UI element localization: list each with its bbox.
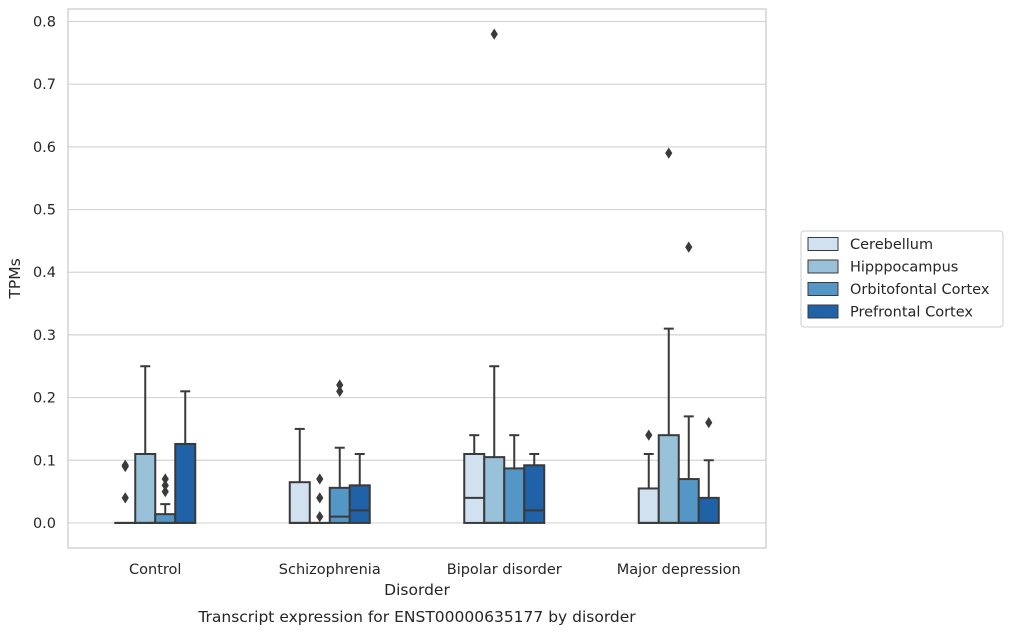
box-iqr — [463, 452, 486, 524]
y-tick-label: 0.3 — [33, 328, 56, 344]
box-iqr — [677, 478, 700, 524]
y-tick-label: 0.5 — [33, 203, 56, 219]
x-axis-label: Disorder — [384, 581, 450, 599]
outlier-point — [316, 511, 324, 523]
outlier-point — [336, 385, 344, 397]
x-tick-label: Schizophrenia — [279, 562, 381, 578]
outlier-point — [685, 241, 693, 253]
outlier-point — [665, 147, 673, 159]
outlier-point — [705, 417, 713, 429]
legend-label: Hipppocampus — [850, 260, 958, 276]
x-tick-label: Major depression — [617, 562, 741, 578]
box-iqr — [697, 496, 720, 524]
outlier-point — [316, 492, 324, 504]
chart-caption: Transcript expression for ENST0000063517… — [197, 608, 636, 626]
plot-area-frame — [67, 8, 767, 549]
box-series — [114, 28, 720, 524]
box-iqr — [523, 464, 546, 524]
box-iqr — [154, 513, 177, 524]
y-tick-label: 0.7 — [33, 77, 56, 93]
legend-swatch — [807, 282, 839, 296]
y-tick-label: 0.2 — [33, 391, 56, 407]
y-tick-labels: 0.0 0.1 0.2 0.3 0.4 0.5 0.6 0.7 0.8 — [33, 15, 56, 532]
legend-swatch — [807, 304, 839, 319]
y-tick-label: 0.6 — [33, 140, 56, 156]
box-hipppocampus — [308, 473, 331, 524]
box-iqr — [328, 486, 351, 524]
y-tick-label: 0.1 — [33, 453, 56, 469]
box-prefrontal-cortex — [174, 390, 197, 524]
box-prefrontal-cortex — [523, 452, 546, 524]
x-tick-label: Control — [129, 562, 181, 578]
box-hipppocampus — [134, 365, 157, 524]
outlier-point — [161, 479, 169, 491]
legend-label: Prefrontal Cortex — [850, 305, 973, 321]
outlier-point — [316, 473, 324, 485]
outlier-point — [161, 473, 169, 485]
box-cerebellum — [637, 429, 660, 524]
box-prefrontal-cortex — [697, 417, 720, 524]
box-cerebellum — [288, 427, 311, 524]
outlier-point — [161, 485, 169, 498]
x-tick-label: Bipolar disorder — [447, 562, 562, 578]
box-iqr — [174, 442, 197, 524]
legend-frame — [800, 230, 1004, 328]
legend-label: Cerebellum — [850, 237, 933, 253]
box-iqr — [657, 434, 680, 524]
box-orbitofontal-cortex — [328, 379, 351, 524]
y-tick-label: 0.4 — [33, 265, 56, 281]
box-cerebellum — [114, 459, 137, 524]
outlier-point — [645, 429, 653, 441]
box-iqr — [503, 467, 526, 524]
box-cerebellum — [463, 434, 486, 524]
box-orbitofontal-cortex — [503, 434, 526, 524]
outlier-point — [121, 459, 129, 471]
legend-swatch — [807, 237, 839, 251]
legend-swatch — [807, 259, 839, 274]
outlier-point — [490, 28, 498, 40]
box-iqr — [134, 452, 157, 524]
y-tick-label: 0.8 — [33, 15, 56, 31]
box-prefrontal-cortex — [348, 452, 371, 524]
box-orbitofontal-cortex — [677, 241, 700, 524]
y-axis-label: TPMs — [6, 258, 24, 299]
x-tick-labels: Control Schizophrenia Bipolar disorder Majo… — [129, 562, 741, 578]
box-iqr — [637, 487, 660, 524]
y-tick-label: 0.0 — [33, 516, 56, 532]
box-hipppocampus — [483, 28, 506, 524]
outlier-point — [336, 379, 344, 391]
box-iqr — [348, 484, 371, 524]
box-orbitofontal-cortex — [154, 473, 177, 524]
outlier-point — [121, 492, 129, 504]
box-iqr — [483, 456, 506, 524]
legend-label: Orbitofontal Cortex — [850, 282, 990, 298]
legend: Cerebellum Hipppocampus Orbitofontal Corte… — [800, 230, 1004, 328]
box-iqr — [288, 481, 311, 524]
